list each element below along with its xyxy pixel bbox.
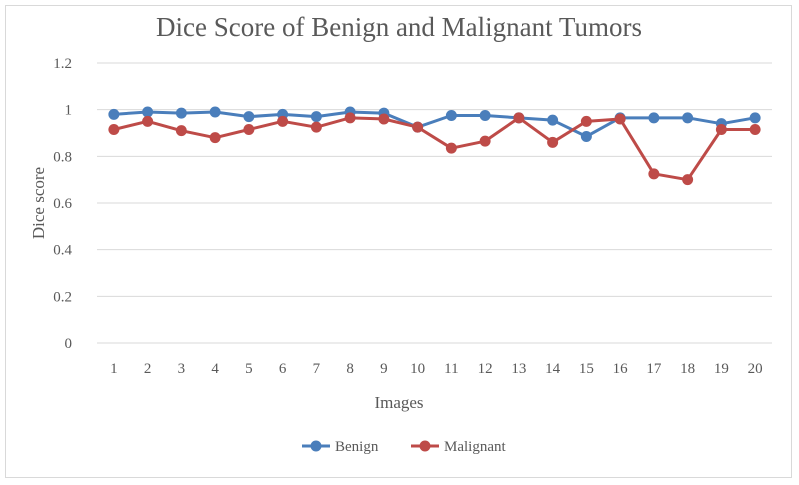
- x-tick-label: 14: [545, 361, 561, 377]
- data-point-malignant: [547, 136, 559, 148]
- x-tick-label: 11: [444, 361, 458, 377]
- data-point-malignant: [682, 174, 694, 186]
- data-point-malignant: [715, 124, 727, 135]
- x-tick-label: 5: [245, 361, 253, 377]
- data-point-benign: [580, 131, 592, 142]
- data-point-malignant: [749, 124, 761, 135]
- y-tick-label: 1: [65, 103, 73, 119]
- legend-item-benign: Benign: [302, 439, 379, 455]
- series-lines: [108, 106, 761, 186]
- x-tick-label: 19: [714, 361, 729, 377]
- data-point-malignant: [277, 115, 289, 127]
- data-point-malignant: [378, 113, 390, 125]
- y-tick-label: 1.2: [53, 56, 72, 72]
- x-tick-label: 12: [478, 361, 493, 377]
- data-point-benign: [648, 112, 660, 124]
- x-tick-label: 4: [211, 361, 219, 377]
- legend-marker-malignant: [419, 440, 431, 452]
- data-point-malignant: [209, 132, 221, 144]
- y-tick-label: 0.8: [53, 149, 72, 165]
- data-point-malignant: [580, 115, 592, 127]
- data-point-benign: [108, 108, 120, 120]
- legend-label-malignant: Malignant: [444, 439, 506, 455]
- data-point-malignant: [243, 124, 255, 135]
- legend-label-benign: Benign: [335, 439, 379, 455]
- data-point-benign: [547, 114, 559, 126]
- legend: Benign Malignant: [302, 439, 506, 455]
- x-tick-label: 1: [110, 361, 118, 377]
- data-point-malignant: [513, 112, 525, 124]
- data-point-benign: [749, 112, 761, 124]
- x-tick-label: 16: [613, 361, 629, 377]
- x-tick-label: 9: [380, 361, 388, 377]
- data-point-malignant: [445, 142, 457, 154]
- data-point-benign: [142, 106, 154, 118]
- series-malignant: [108, 112, 761, 186]
- x-axis-label: Images: [374, 393, 423, 412]
- x-tick-label: 20: [748, 361, 763, 377]
- y-axis-ticks: 0 0.2 0.4 0.6 0.8 1 1.2: [53, 56, 72, 352]
- data-point-malignant: [412, 121, 424, 133]
- chart-frame: [5, 5, 792, 478]
- x-tick-label: 18: [680, 361, 695, 377]
- data-point-malignant: [142, 115, 154, 127]
- x-tick-label: 15: [579, 361, 594, 377]
- x-tick-label: 17: [646, 361, 662, 377]
- data-point-benign: [310, 111, 322, 123]
- data-point-malignant: [648, 168, 660, 180]
- data-point-benign: [682, 112, 694, 124]
- y-axis-label: Dice score: [29, 167, 48, 239]
- data-point-benign: [175, 107, 187, 119]
- x-tick-label: 10: [410, 361, 425, 377]
- chart-title: Dice Score of Benign and Malignant Tumor…: [156, 12, 642, 42]
- x-tick-label: 6: [279, 361, 287, 377]
- y-tick-label: 0.2: [53, 289, 72, 305]
- x-tick-label: 13: [511, 361, 526, 377]
- data-point-malignant: [108, 124, 120, 135]
- y-tick-label: 0.6: [53, 196, 72, 212]
- x-tick-label: 2: [144, 361, 152, 377]
- data-point-malignant: [479, 135, 491, 147]
- data-point-benign: [209, 106, 221, 118]
- data-point-malignant: [344, 112, 356, 124]
- data-point-benign: [243, 111, 255, 123]
- data-point-malignant: [175, 125, 187, 137]
- x-tick-label: 8: [346, 361, 354, 377]
- x-tick-label: 7: [313, 361, 321, 377]
- x-tick-label: 3: [178, 361, 186, 377]
- series-line-benign: [113, 110, 756, 138]
- legend-marker-benign: [310, 440, 322, 452]
- data-point-benign: [479, 110, 491, 121]
- data-point-malignant: [310, 121, 322, 133]
- data-point-malignant: [614, 113, 626, 125]
- data-point-benign: [445, 110, 457, 121]
- series-line-malignant: [113, 116, 756, 182]
- y-tick-label: 0: [65, 336, 73, 352]
- legend-item-malignant: Malignant: [411, 439, 506, 455]
- y-tick-label: 0.4: [53, 243, 72, 259]
- x-axis-ticks: 1 2 3 4 5 6 7 8 9 10 11 12 13 14 15 16 17 18 19 20: [110, 361, 763, 377]
- gridlines: [97, 62, 772, 344]
